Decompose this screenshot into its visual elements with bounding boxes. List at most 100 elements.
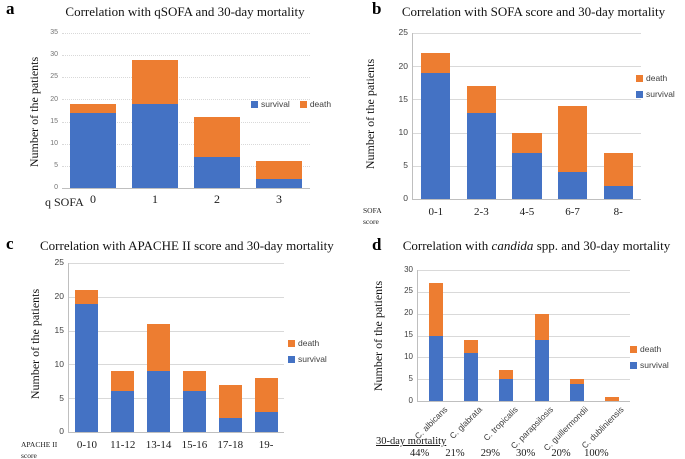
mortality-percentage: 29% bbox=[480, 448, 500, 459]
bar-segment-survival bbox=[218, 418, 242, 432]
y-tick-label: 5 bbox=[59, 392, 64, 403]
mortality-percentage: 21% bbox=[445, 448, 465, 459]
bar-segment-survival bbox=[421, 72, 451, 199]
gridline bbox=[418, 270, 630, 271]
bar-segment-death bbox=[603, 152, 633, 186]
legend-item-death: death bbox=[630, 344, 669, 354]
bar-segment-survival bbox=[569, 383, 585, 401]
bar-stack bbox=[605, 270, 620, 401]
death-swatch-icon bbox=[288, 339, 295, 347]
x-axis-label-line: SOFA bbox=[363, 206, 382, 215]
bar-stack bbox=[534, 270, 549, 401]
category-label: 17-18 bbox=[217, 439, 244, 451]
plot-area: 0 5 10 15 20 25 30 35 0 1 2 3 q SOFA bbox=[45, 29, 310, 209]
legend-item-survival: survival bbox=[630, 360, 669, 370]
survival-swatch-icon bbox=[630, 361, 637, 369]
bar-segment-death bbox=[466, 86, 496, 113]
bar-segment-death bbox=[147, 323, 171, 372]
category-label: 1 bbox=[152, 192, 158, 206]
panel-b: b Correlation with SOFA score and 30-day… bbox=[342, 0, 685, 230]
x-axis-label-line: score bbox=[363, 217, 379, 227]
plot-area: 0 5 10 15 20 25 0-1 2-3 4-5 6-7 8- SOFA score bbox=[363, 28, 641, 226]
x-axis-label: q SOFA bbox=[45, 193, 84, 211]
gridline bbox=[62, 77, 310, 79]
gridline bbox=[62, 165, 310, 167]
gridline bbox=[69, 330, 284, 332]
gridline bbox=[418, 335, 630, 337]
legend-label: death bbox=[640, 344, 662, 354]
bar-segment-survival bbox=[463, 352, 479, 401]
category-label: 2 bbox=[214, 192, 220, 206]
legend: death survival bbox=[288, 338, 327, 364]
y-tick-label: 20 bbox=[398, 60, 408, 71]
panel-letter: a bbox=[6, 0, 15, 18]
bar-segment-death bbox=[512, 132, 542, 153]
category-label: 6-7 bbox=[565, 206, 580, 218]
bar-segment-death bbox=[70, 103, 116, 113]
category-label: 3 bbox=[276, 192, 282, 206]
gridline bbox=[62, 143, 310, 145]
x-axis-label: APACHE II score bbox=[21, 439, 57, 459]
bar-stack bbox=[256, 33, 302, 188]
y-axis-label: Number of the patients bbox=[28, 288, 42, 400]
legend-item-survival: survival bbox=[288, 354, 327, 364]
gridline bbox=[418, 313, 630, 315]
bar-stack bbox=[569, 270, 585, 401]
bar-stack bbox=[111, 263, 135, 432]
legend-label: death bbox=[309, 99, 332, 109]
legend: survival death bbox=[251, 99, 331, 109]
bar-segment-death bbox=[182, 371, 206, 392]
mortality-percentage: 100% bbox=[584, 448, 609, 459]
bar-stack bbox=[558, 33, 588, 199]
y-tick-label: 10 bbox=[404, 351, 413, 361]
bar-stack bbox=[603, 33, 633, 199]
bar-stack bbox=[218, 263, 242, 432]
gridline bbox=[62, 99, 310, 101]
death-swatch-icon bbox=[630, 345, 637, 353]
chart-title: Correlation with SOFA score and 30-day m… bbox=[401, 4, 666, 19]
legend-label: survival bbox=[646, 89, 675, 99]
bar-segment-survival bbox=[70, 112, 116, 188]
plot-area: 0 5 10 15 20 25 30 C. albicans 44% C. glabrata 21%… bbox=[376, 265, 630, 459]
bar-segment-survival bbox=[603, 185, 633, 199]
bar-stack bbox=[466, 33, 496, 199]
legend-label: survival bbox=[261, 99, 290, 109]
legend: death survival bbox=[636, 73, 675, 99]
y-tick-label: 20 bbox=[54, 291, 64, 302]
y-tick-label: 35 bbox=[50, 29, 58, 37]
bar-segment-death bbox=[605, 396, 620, 401]
bar-stack bbox=[512, 33, 542, 199]
y-tick-label: 15 bbox=[398, 93, 408, 104]
y-tick-label: 15 bbox=[50, 117, 58, 125]
y-axis-label: Number of the patients bbox=[371, 280, 385, 392]
chart-title: Correlation with APACHE II score and 30-… bbox=[40, 238, 334, 253]
bar-segment-death bbox=[499, 370, 514, 380]
death-swatch-icon bbox=[636, 74, 643, 82]
y-axis-label: Number of the patients bbox=[27, 56, 41, 168]
y-tick-label: 25 bbox=[404, 286, 413, 296]
category-label: 0 bbox=[90, 192, 96, 206]
gridline bbox=[69, 296, 284, 298]
bar-segment-survival bbox=[534, 339, 549, 401]
y-tick-label: 25 bbox=[398, 27, 408, 38]
bar-stack bbox=[463, 270, 479, 401]
panel-letter: d bbox=[372, 235, 382, 254]
category-label: 15-16 bbox=[181, 439, 208, 451]
y-tick-label: 5 bbox=[403, 160, 408, 171]
y-tick-label: 5 bbox=[408, 373, 413, 383]
bar-segment-survival bbox=[147, 371, 171, 432]
y-tick-label: 5 bbox=[54, 162, 58, 169]
legend-item-survival: survival bbox=[636, 89, 675, 99]
bar-segment-survival bbox=[194, 157, 240, 188]
gridline bbox=[413, 66, 641, 68]
gridline bbox=[62, 33, 310, 34]
bar-segment-death bbox=[534, 313, 549, 340]
category-label: 8- bbox=[613, 206, 623, 218]
category-label: 0-1 bbox=[428, 206, 444, 218]
survival-swatch-icon bbox=[251, 100, 258, 108]
bar-segment-death bbox=[132, 59, 178, 104]
legend: death survival bbox=[630, 344, 669, 370]
gridline bbox=[413, 33, 641, 34]
legend-item-survival: survival bbox=[251, 99, 290, 109]
gridline bbox=[62, 55, 310, 57]
